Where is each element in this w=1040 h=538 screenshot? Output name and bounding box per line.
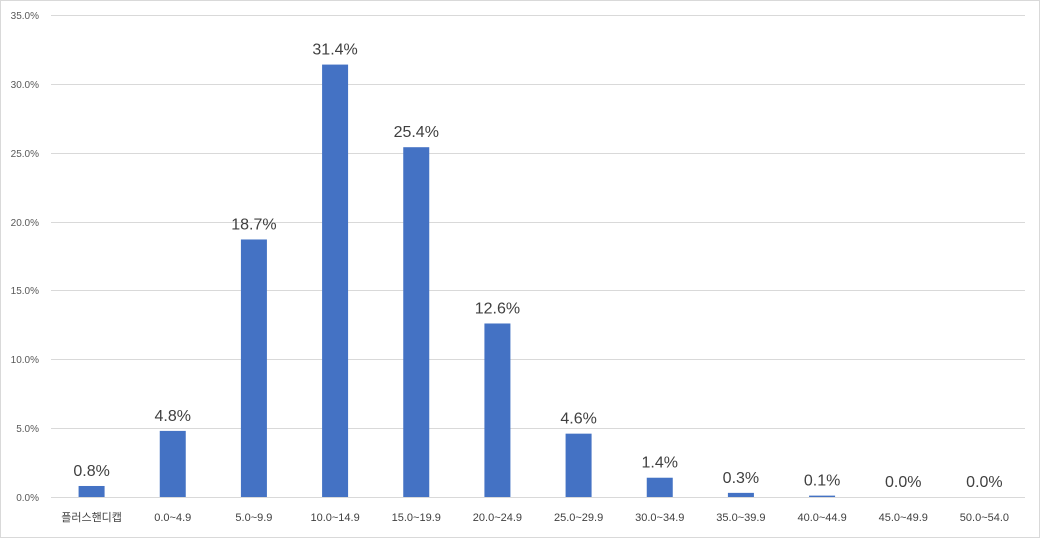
data-label: 0.8%	[73, 463, 109, 480]
x-tick-label: 10.0~14.9	[310, 512, 359, 524]
y-tick-label: 30.0%	[11, 80, 39, 91]
bar	[159, 430, 186, 497]
data-label: 25.4%	[394, 124, 439, 141]
x-tick-label: 35.0~39.9	[716, 512, 765, 524]
data-label: 0.0%	[885, 474, 921, 491]
y-tick-label: 20.0%	[11, 218, 39, 229]
y-axis: 0.0% 5.0% 10.0% 15.0% 20.0% 25.0% 30.0% 35.0%	[11, 11, 39, 504]
data-label: 0.0%	[966, 474, 1002, 491]
x-tick-label: 25.0~29.9	[554, 512, 603, 524]
y-tick-label: 25.0%	[11, 149, 39, 160]
gridlines	[51, 15, 1025, 498]
x-tick-label: 플러스핸디캡	[61, 511, 122, 524]
x-tick-label: 45.0~49.9	[879, 512, 928, 524]
bar	[646, 477, 673, 497]
x-tick-label: 0.0~4.9	[154, 512, 191, 524]
x-tick-label: 15.0~19.9	[392, 512, 441, 524]
bar	[809, 495, 836, 497]
bar	[565, 433, 592, 497]
x-axis: 플러스핸디캡 0.0~4.9 5.0~9.9 10.0~14.9 15.0~19.9 20…	[61, 511, 1009, 524]
data-label: 18.7%	[231, 216, 276, 233]
y-tick-label: 5.0%	[16, 424, 39, 435]
bars	[78, 64, 836, 497]
data-label: 4.6%	[560, 411, 596, 428]
data-labels: 0.8% 4.8% 18.7% 31.4% 25.4% 12.6% 4.6% 1.4% 0.3%…	[73, 42, 1002, 491]
y-tick-label: 35.0%	[11, 11, 39, 22]
bar	[727, 492, 754, 497]
data-label: 4.8%	[155, 408, 191, 425]
bar	[322, 64, 349, 497]
data-label: 12.6%	[475, 300, 520, 317]
y-tick-label: 15.0%	[11, 286, 39, 297]
data-label: 31.4%	[312, 42, 357, 59]
data-label: 0.1%	[804, 473, 840, 490]
x-tick-label: 5.0~9.9	[235, 512, 272, 524]
x-tick-label: 40.0~44.9	[797, 512, 846, 524]
bar	[78, 485, 105, 497]
x-tick-label: 50.0~54.0	[960, 512, 1009, 524]
data-label: 0.3%	[723, 470, 759, 487]
data-label: 1.4%	[642, 455, 678, 472]
x-tick-label: 20.0~24.9	[473, 512, 522, 524]
bar	[484, 323, 511, 497]
bar	[240, 239, 267, 497]
bar	[403, 147, 430, 497]
y-tick-label: 0.0%	[16, 493, 39, 504]
x-tick-label: 30.0~34.9	[635, 512, 684, 524]
y-tick-label: 10.0%	[11, 355, 39, 366]
